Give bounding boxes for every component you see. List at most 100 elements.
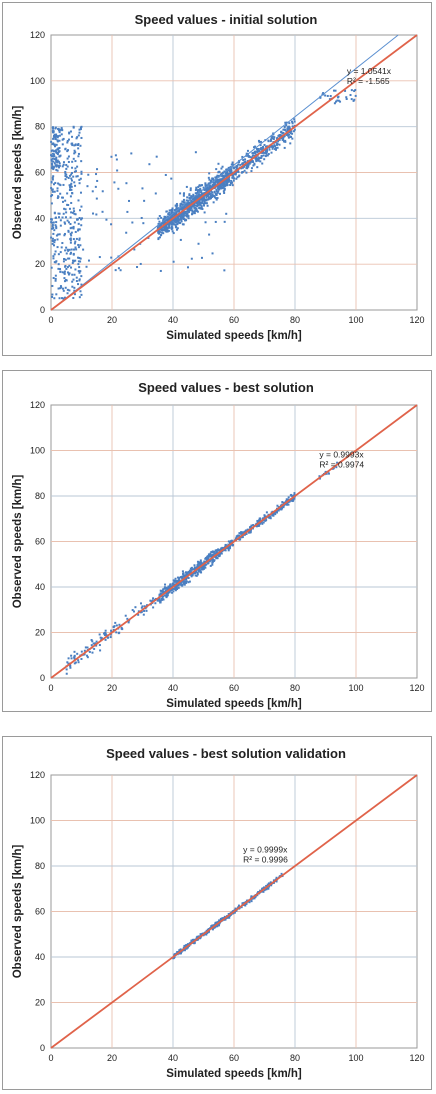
data-point xyxy=(183,575,186,578)
data-point xyxy=(66,661,69,664)
data-point xyxy=(175,212,178,215)
data-point xyxy=(226,168,229,171)
data-point xyxy=(175,204,178,207)
data-point xyxy=(58,162,61,165)
data-point xyxy=(66,248,69,251)
data-point xyxy=(213,191,216,194)
data-point xyxy=(51,194,54,197)
data-point xyxy=(53,153,56,156)
chart-title: Speed values - initial solution xyxy=(135,12,318,27)
data-point xyxy=(185,581,188,584)
chart-title: Speed values - best solution validation xyxy=(106,746,346,761)
data-point xyxy=(51,163,54,166)
data-point xyxy=(73,273,76,276)
data-point xyxy=(52,137,55,140)
data-point xyxy=(119,269,122,272)
data-point xyxy=(52,131,55,134)
data-point xyxy=(245,166,248,169)
data-point xyxy=(58,183,61,186)
data-point xyxy=(66,266,69,269)
data-point xyxy=(191,204,194,207)
data-point xyxy=(161,226,164,229)
data-point xyxy=(292,499,295,502)
data-point xyxy=(64,174,67,177)
data-point xyxy=(218,170,221,173)
data-point xyxy=(157,230,160,233)
data-point xyxy=(179,238,182,241)
data-point xyxy=(157,238,160,241)
data-point xyxy=(174,221,177,224)
x-tick-label: 60 xyxy=(229,1053,239,1063)
trendline-equation: y = 0.9993x xyxy=(319,449,364,459)
data-point xyxy=(225,181,228,184)
data-point xyxy=(190,257,193,260)
data-point xyxy=(205,202,208,205)
data-point xyxy=(280,130,283,133)
data-point xyxy=(166,594,169,597)
data-point xyxy=(69,237,72,240)
data-point xyxy=(50,202,53,205)
data-point xyxy=(223,184,226,187)
data-point xyxy=(213,552,216,555)
data-point xyxy=(77,229,80,232)
data-point xyxy=(175,202,178,205)
data-point xyxy=(79,270,82,273)
data-point xyxy=(69,223,72,226)
data-point xyxy=(191,938,194,941)
y-tick-label: 40 xyxy=(35,582,45,592)
data-point xyxy=(179,203,182,206)
data-point xyxy=(73,181,76,184)
data-point xyxy=(174,224,177,227)
data-point xyxy=(197,196,200,199)
data-point xyxy=(64,222,67,225)
data-point xyxy=(52,160,55,163)
data-point xyxy=(53,183,56,186)
data-point xyxy=(57,195,60,198)
data-point xyxy=(239,532,242,535)
data-point xyxy=(176,951,179,954)
data-point xyxy=(318,475,321,478)
data-point xyxy=(188,580,191,583)
data-point xyxy=(164,227,167,230)
data-point xyxy=(74,151,77,154)
data-point xyxy=(243,169,246,172)
data-point xyxy=(223,180,226,183)
data-point xyxy=(227,543,230,546)
data-point xyxy=(212,201,215,204)
data-point xyxy=(109,636,112,639)
data-point xyxy=(268,146,271,149)
data-point xyxy=(173,953,176,956)
data-point xyxy=(254,145,257,148)
data-point xyxy=(328,98,331,101)
data-point xyxy=(288,133,291,136)
data-point xyxy=(70,188,73,191)
data-point xyxy=(93,647,96,650)
data-point xyxy=(271,137,274,140)
data-point xyxy=(175,228,178,231)
data-point xyxy=(56,246,59,249)
data-point xyxy=(288,122,291,125)
data-point xyxy=(247,165,250,168)
data-point xyxy=(217,162,220,165)
data-point xyxy=(79,191,82,194)
data-point xyxy=(51,149,54,152)
data-point xyxy=(283,135,286,138)
data-point xyxy=(139,602,142,605)
data-point xyxy=(185,205,188,208)
data-point xyxy=(250,900,253,903)
data-point xyxy=(58,139,61,142)
data-point xyxy=(54,150,57,153)
data-point xyxy=(185,947,188,950)
data-point xyxy=(162,218,165,221)
data-point xyxy=(284,128,287,131)
data-point xyxy=(262,146,265,149)
data-point xyxy=(195,188,198,191)
data-point xyxy=(64,264,67,267)
data-point xyxy=(248,162,251,165)
data-point xyxy=(58,134,61,137)
data-point xyxy=(181,200,184,203)
data-point xyxy=(168,222,171,225)
data-point xyxy=(67,273,70,276)
data-point xyxy=(66,219,69,222)
data-point xyxy=(71,160,74,163)
